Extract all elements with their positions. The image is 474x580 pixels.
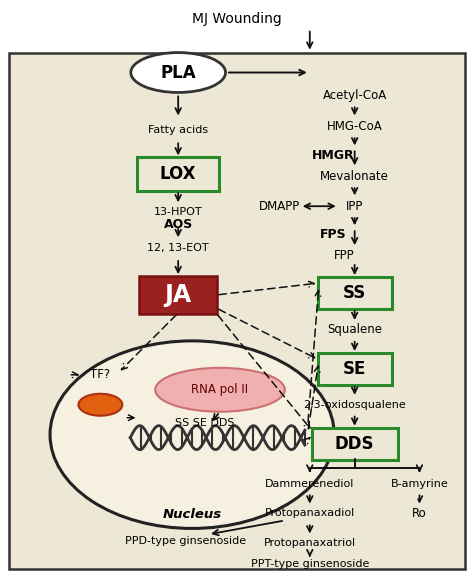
- Text: DMAPP: DMAPP: [259, 200, 301, 213]
- Text: PLA: PLA: [160, 64, 196, 82]
- FancyBboxPatch shape: [139, 276, 217, 314]
- Text: AOS: AOS: [164, 218, 193, 231]
- Text: RNA pol II: RNA pol II: [191, 383, 248, 396]
- Ellipse shape: [50, 341, 334, 528]
- Text: HMG-CoA: HMG-CoA: [327, 120, 383, 133]
- Text: Protopanaxadiol: Protopanaxadiol: [264, 509, 355, 519]
- Text: LOX: LOX: [160, 165, 196, 183]
- Text: Ro: Ro: [412, 507, 427, 520]
- Text: FPP: FPP: [334, 249, 355, 262]
- Text: TF?: TF?: [91, 368, 110, 381]
- Ellipse shape: [155, 368, 285, 412]
- Text: Protopanaxatriol: Protopanaxatriol: [264, 538, 356, 549]
- Text: SE: SE: [343, 360, 366, 378]
- Text: Dammerenediol: Dammerenediol: [265, 478, 355, 488]
- Ellipse shape: [131, 53, 226, 92]
- Text: PPD-type ginsenoside: PPD-type ginsenoside: [125, 536, 246, 546]
- Text: SS: SS: [343, 284, 366, 302]
- Text: JA: JA: [164, 283, 192, 307]
- Text: 12, 13-EOT: 12, 13-EOT: [147, 243, 209, 253]
- Text: Fatty acids: Fatty acids: [148, 125, 208, 135]
- Text: HMGR: HMGR: [311, 149, 354, 162]
- Text: PPT-type ginsenoside: PPT-type ginsenoside: [251, 559, 369, 570]
- Text: Nucleus: Nucleus: [163, 508, 222, 521]
- Ellipse shape: [79, 394, 122, 416]
- FancyBboxPatch shape: [312, 427, 398, 459]
- Text: MJ Wounding: MJ Wounding: [192, 12, 282, 26]
- Text: 2,3-oxidosqualene: 2,3-oxidosqualene: [303, 400, 406, 409]
- Text: 13-HPOT: 13-HPOT: [154, 207, 202, 217]
- Text: FPS: FPS: [319, 227, 346, 241]
- FancyBboxPatch shape: [318, 353, 392, 385]
- FancyBboxPatch shape: [318, 277, 392, 309]
- FancyBboxPatch shape: [137, 157, 219, 191]
- Text: DDS: DDS: [335, 434, 374, 452]
- Text: SS SE DDS: SS SE DDS: [175, 418, 235, 427]
- Text: Acetyl-CoA: Acetyl-CoA: [322, 89, 387, 102]
- Text: Squalene: Squalene: [327, 324, 382, 336]
- Text: IPP: IPP: [346, 200, 364, 213]
- FancyBboxPatch shape: [9, 53, 465, 570]
- Text: B-amyrine: B-amyrine: [391, 478, 448, 488]
- Text: Mevalonate: Mevalonate: [320, 170, 389, 183]
